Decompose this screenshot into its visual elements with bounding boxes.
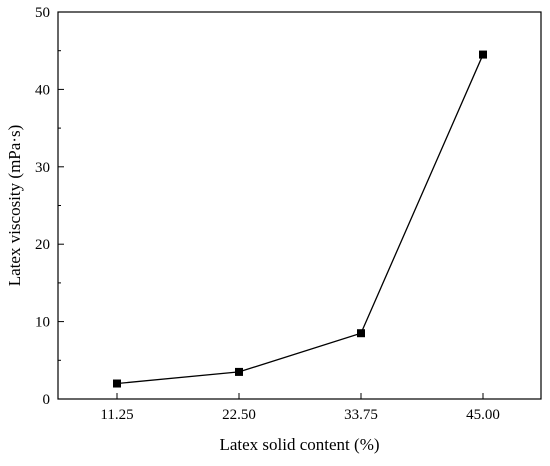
- y-axis: 0 10 20 30 40 50: [35, 5, 64, 408]
- y-tick-label: 40: [35, 82, 50, 98]
- data-point-marker: [113, 379, 121, 388]
- series-line: [116, 54, 484, 385]
- y-tick-label: 0: [43, 392, 51, 408]
- x-axis: 11.25 22.50 33.75 45.00: [100, 393, 500, 423]
- y-tick-label: 50: [35, 5, 50, 21]
- y-axis-title: Latex viscosity (mPa·s): [5, 125, 24, 286]
- y-tick-label: 20: [35, 237, 50, 253]
- series-layer: [113, 50, 487, 388]
- x-tick-label: 45.00: [466, 407, 500, 423]
- x-tick-label: 11.25: [100, 407, 133, 423]
- data-point-marker: [235, 367, 243, 376]
- plot-area-frame: [57, 11, 542, 400]
- x-tick-label: 22.50: [222, 407, 256, 423]
- data-point-marker: [479, 50, 487, 59]
- y-tick-label: 30: [35, 160, 50, 176]
- data-point-marker: [357, 329, 365, 338]
- x-tick-label: 33.75: [344, 407, 378, 423]
- y-tick-label: 10: [35, 315, 50, 331]
- x-axis-title: Latex solid content (%): [219, 435, 379, 454]
